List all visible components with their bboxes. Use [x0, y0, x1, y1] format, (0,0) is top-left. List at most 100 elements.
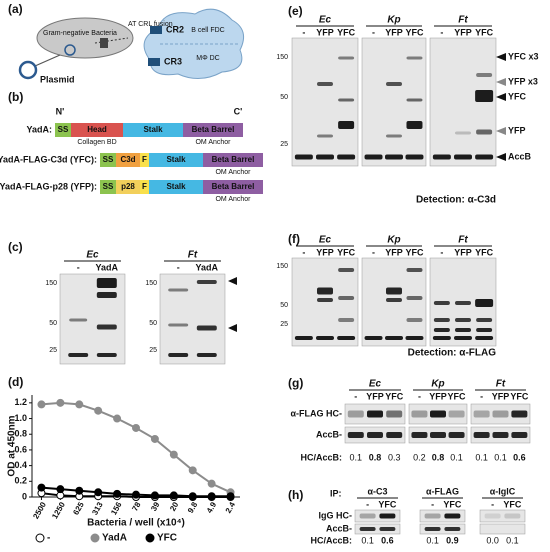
lane-label: YFP — [316, 27, 334, 37]
ratio-label: HC/AccB: — [310, 535, 352, 545]
band-arrow — [496, 78, 506, 86]
y-tick-label: 0.2 — [14, 476, 27, 486]
panel-label: (a) — [8, 2, 23, 16]
lane-label: YFP — [492, 391, 510, 401]
band — [385, 154, 403, 160]
host-cell — [143, 8, 245, 79]
domain-label: Beta Barrel — [212, 155, 255, 164]
group-header: Ec — [319, 235, 332, 246]
ratio-value: 0.1 — [361, 535, 374, 545]
legend-label: YadA — [102, 533, 127, 544]
x-tick-label: 4.9 — [205, 500, 219, 515]
data-point — [132, 423, 140, 432]
domain — [203, 153, 263, 167]
band-label: AccB — [508, 151, 532, 161]
band — [430, 410, 446, 418]
band — [455, 301, 471, 305]
band — [196, 325, 217, 331]
band — [386, 287, 402, 295]
band — [405, 336, 424, 340]
ratio-label: HC/AccB: — [300, 452, 342, 462]
blot — [354, 509, 401, 523]
band — [347, 432, 364, 438]
panel-label: (g) — [288, 376, 303, 390]
band — [448, 432, 465, 438]
band — [316, 154, 334, 160]
lane-label: YadA — [96, 262, 119, 272]
blot — [470, 403, 531, 425]
band — [473, 410, 490, 418]
domain-label: C3d — [120, 155, 135, 164]
domain — [116, 180, 140, 194]
band — [432, 154, 451, 160]
marker-label: 50 — [49, 320, 57, 327]
lane-label: YFC — [503, 499, 522, 509]
data-point — [94, 488, 103, 497]
y-tick-label: 1.2 — [14, 397, 27, 407]
marker-label: 25 — [149, 347, 157, 354]
lane-label: YFC — [378, 499, 397, 509]
cr3-receptor — [148, 58, 160, 66]
blot — [419, 523, 466, 535]
band — [475, 90, 494, 102]
band — [317, 298, 333, 302]
band — [338, 318, 355, 322]
lane-label: - — [431, 499, 434, 509]
band — [433, 328, 450, 332]
group-header: Ft — [458, 235, 468, 246]
band — [473, 432, 490, 438]
data-point — [207, 479, 216, 488]
y-tick-label: 1.0 — [14, 413, 27, 423]
band — [364, 154, 383, 160]
lane-label: - — [77, 262, 80, 272]
lane-label: YFC — [443, 499, 462, 509]
y-axis-label: OD at 450nm — [7, 415, 18, 476]
band — [511, 410, 528, 418]
lane-label: - — [440, 27, 443, 37]
ratio-value: 0.1 — [506, 535, 519, 545]
data-point — [113, 489, 122, 498]
lane-label: - — [354, 391, 357, 401]
lane-label: YadA — [196, 262, 219, 272]
data-point — [56, 485, 65, 494]
band — [96, 353, 117, 357]
panel-label: (f) — [288, 232, 300, 246]
band — [316, 336, 334, 340]
group-header: Ft — [496, 379, 506, 390]
lane-label: YFP — [454, 27, 472, 37]
band — [406, 98, 423, 102]
data-point — [37, 483, 46, 492]
band-label: YFP — [508, 125, 526, 135]
lane-label: YFC — [475, 247, 494, 257]
data-point — [188, 492, 197, 501]
panel-label: (b) — [8, 90, 23, 104]
data-point — [169, 491, 178, 500]
band — [196, 353, 217, 357]
band — [411, 410, 428, 418]
domain-note: Collagen BD — [77, 139, 116, 146]
n-terminus: N' — [56, 106, 65, 116]
domain-label: SS — [103, 155, 114, 164]
band — [367, 410, 383, 418]
group-header: Ec — [369, 379, 382, 390]
x-tick-label: 1250 — [50, 500, 67, 520]
band — [475, 154, 494, 160]
cr2-receptor — [150, 26, 162, 34]
plasmid-inside — [64, 44, 76, 56]
band — [96, 292, 117, 298]
marker-label: 150 — [276, 54, 288, 61]
receptor-label: CR3 — [164, 56, 182, 66]
band — [385, 336, 403, 340]
band — [317, 82, 333, 86]
x-tick-label: 9.8 — [186, 500, 200, 515]
data-point — [37, 400, 46, 409]
group-header: Kp — [431, 379, 444, 390]
x-tick-label: 20 — [168, 500, 181, 513]
x-tick-label: 2.4 — [224, 500, 238, 515]
arrow — [228, 324, 237, 332]
x-tick-label: 313 — [90, 500, 105, 517]
fusion-protein — [100, 38, 108, 48]
band — [338, 121, 355, 129]
